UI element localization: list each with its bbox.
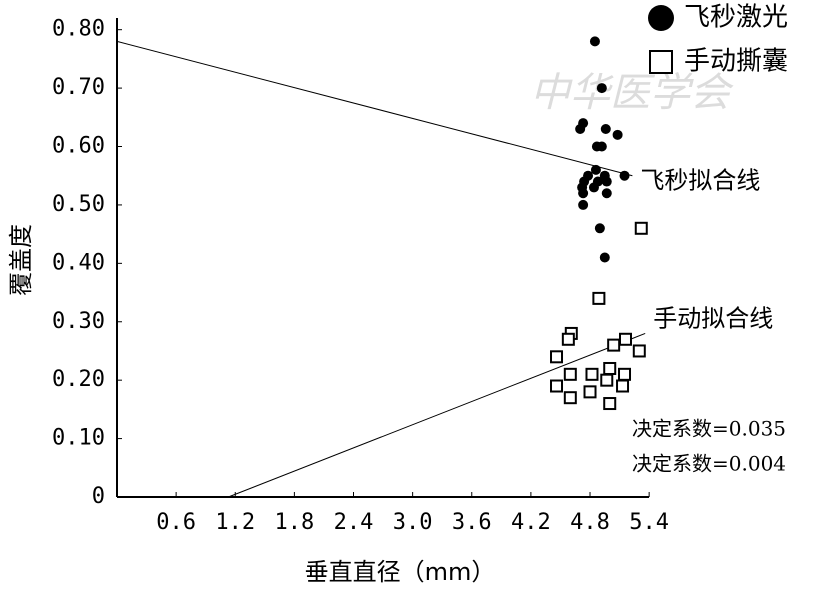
dot	[589, 36, 600, 47]
square-point	[632, 344, 646, 358]
watermark: 中华医学会	[530, 70, 734, 116]
dot	[578, 199, 589, 210]
x-tick-label: 4.2	[511, 510, 551, 535]
fit-line-label: 飞秒拟合线	[640, 167, 760, 195]
y-tick-label: 0.30	[52, 309, 105, 334]
x-tick-label: 3.0	[393, 510, 433, 535]
square-point	[600, 373, 614, 387]
dot	[575, 123, 586, 134]
annotation: 决定系数=0.004	[632, 452, 786, 476]
square-point	[563, 367, 577, 381]
fit-line	[116, 40, 633, 177]
dot	[600, 123, 611, 134]
square-point	[585, 367, 599, 381]
square-point	[550, 379, 564, 393]
dot	[578, 188, 589, 199]
dot	[612, 129, 623, 140]
x-tick-label: 4.8	[570, 510, 610, 535]
fit-line-label: 手动拟合线	[653, 304, 773, 332]
annotation: 决定系数=0.035	[632, 417, 786, 441]
square-point	[563, 391, 577, 405]
y-tick-label: 0.20	[52, 367, 105, 392]
square-point	[634, 221, 648, 235]
x-tick-label: 3.6	[452, 510, 492, 535]
y-tick-label: 0.80	[52, 17, 105, 42]
dot	[599, 252, 610, 263]
y-axis-label: 覆盖度	[7, 224, 35, 296]
square-point	[618, 332, 632, 346]
dot	[594, 223, 605, 234]
legend-marker	[649, 50, 673, 74]
square-point	[583, 385, 597, 399]
square-point	[618, 367, 632, 381]
dot	[619, 170, 630, 181]
dot	[596, 141, 607, 152]
legend-label: 手动撕囊	[684, 47, 788, 77]
square-point	[592, 291, 606, 305]
square-point	[603, 361, 617, 375]
y-tick-label: 0	[92, 484, 105, 509]
y-tick-label: 0.40	[52, 250, 105, 275]
fit-line	[228, 332, 646, 498]
x-tick-label: 5.4	[629, 510, 669, 535]
y-tick-label: 0.60	[52, 134, 105, 159]
square-point	[550, 350, 564, 364]
x-tick-label: 0.6	[156, 510, 196, 535]
x-axis-label: 垂直直径（mm）	[305, 558, 496, 586]
square-point	[616, 379, 630, 393]
square-point	[607, 338, 621, 352]
y-tick-label: 0.70	[52, 75, 105, 100]
x-tick-label: 1.8	[275, 510, 315, 535]
y-tick-label: 0.10	[52, 426, 105, 451]
x-tick-label: 1.2	[215, 510, 255, 535]
dot	[601, 176, 612, 187]
legend-label: 飞秒激光	[684, 3, 788, 33]
square-point	[561, 332, 575, 346]
dot	[590, 164, 601, 175]
dot	[596, 83, 607, 94]
dot	[588, 182, 599, 193]
dot	[601, 188, 612, 199]
x-tick-label: 2.4	[334, 510, 374, 535]
y-tick-label: 0.50	[52, 192, 105, 217]
square-point	[603, 397, 617, 411]
legend-marker	[648, 5, 674, 31]
